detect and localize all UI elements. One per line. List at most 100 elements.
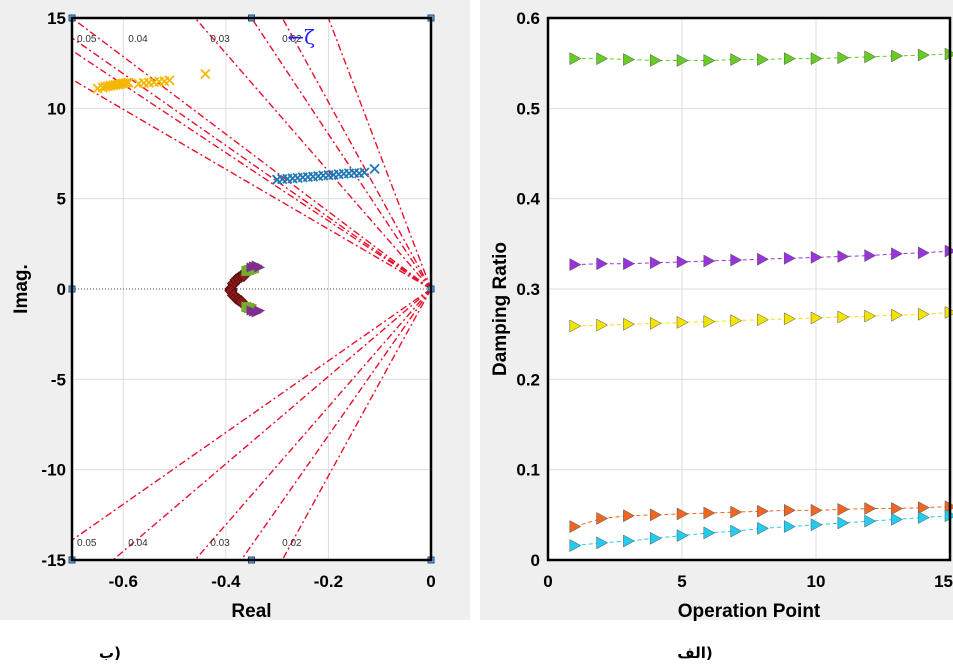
data-point <box>917 501 930 515</box>
y-tick-label: -10 <box>41 461 66 480</box>
data-point <box>676 54 689 67</box>
y-tick-label: 0.3 <box>516 280 540 299</box>
data-point <box>810 52 823 66</box>
x-axis-label: Real <box>231 601 271 622</box>
plot-frame <box>546 16 952 562</box>
zeta-annotation: ←ζ <box>287 25 315 49</box>
data-point <box>623 317 635 331</box>
y-tick-label: 0.4 <box>516 190 540 209</box>
data-point <box>891 502 903 515</box>
data-point <box>730 524 743 538</box>
data-point <box>837 516 850 530</box>
x-tick-label: 0 <box>426 572 435 591</box>
data-point <box>837 310 850 324</box>
damping-ray <box>281 17 432 290</box>
y-tick-label: 5 <box>57 190 66 209</box>
y-tick-label: 10 <box>47 99 66 118</box>
data-point <box>757 313 769 327</box>
x-tick-label: 10 <box>807 572 826 591</box>
data-point <box>569 319 582 333</box>
pole-point <box>254 305 266 316</box>
data-point <box>569 52 582 66</box>
data-point <box>676 507 689 521</box>
data-point <box>757 53 769 66</box>
data-point <box>649 508 662 522</box>
data-point <box>783 52 796 66</box>
pole-point <box>120 77 131 89</box>
y-tick-label: -5 <box>51 370 66 389</box>
data-point <box>757 521 769 535</box>
data-point <box>596 536 609 550</box>
damping-ray <box>250 17 432 290</box>
damping-ray <box>327 17 432 290</box>
data-point <box>649 531 662 545</box>
y-tick-label: 0.1 <box>516 461 540 480</box>
pole-point <box>369 163 380 174</box>
plot-frame <box>70 16 433 562</box>
data-point <box>864 50 877 64</box>
data-point <box>596 512 609 525</box>
data-point <box>623 509 635 523</box>
data-point <box>810 518 823 532</box>
damping-ray <box>71 288 432 541</box>
pole-point <box>200 68 211 80</box>
data-point <box>676 529 689 543</box>
damping-label-top: 0.05 <box>77 34 97 45</box>
data-point <box>676 255 689 269</box>
x-tick-label: -0.6 <box>109 572 138 591</box>
data-point <box>837 502 850 516</box>
y-tick-label: -15 <box>41 551 66 570</box>
data-point <box>864 309 877 323</box>
y-tick-label: 0.6 <box>516 9 540 28</box>
data-point <box>623 257 635 271</box>
damping-label-bottom: 0.02 <box>282 538 302 549</box>
data-point <box>730 314 743 328</box>
data-point <box>649 256 662 270</box>
data-point <box>891 512 903 526</box>
data-point <box>837 250 850 263</box>
x-tick-label: 0 <box>543 572 552 591</box>
x-tick-label: 5 <box>677 572 686 591</box>
damping-ray <box>240 288 432 561</box>
damping-label-bottom: 0.04 <box>128 538 148 549</box>
y-axis-label: Imag. <box>11 264 32 314</box>
damping-label-top: 0.04 <box>128 34 148 45</box>
pole-point <box>254 262 266 273</box>
y-tick-label: 0 <box>531 551 540 570</box>
data-point <box>891 247 903 261</box>
x-tick-label: -0.2 <box>314 572 343 591</box>
data-point <box>864 249 877 262</box>
damping-ray <box>112 288 432 561</box>
pole-point <box>164 75 175 86</box>
x-tick-label: -0.4 <box>211 572 241 591</box>
data-point <box>917 511 930 524</box>
data-point <box>569 520 582 533</box>
data-point <box>596 52 609 66</box>
data-point <box>783 503 796 517</box>
data-point <box>730 53 743 66</box>
data-point <box>596 318 609 332</box>
y-tick-label: 15 <box>47 9 66 28</box>
pole-point <box>123 77 134 88</box>
data-point <box>757 252 769 266</box>
damping-label-bottom: 0.03 <box>210 538 230 549</box>
data-point <box>757 504 769 518</box>
y-axis-label: Damping Ratio <box>490 242 511 376</box>
damping-label-bottom: 0.05 <box>77 538 97 549</box>
data-point <box>917 307 930 321</box>
pole-point <box>359 167 370 178</box>
data-point <box>810 250 823 264</box>
data-point <box>810 311 823 325</box>
data-point <box>864 502 877 515</box>
data-point <box>864 514 877 528</box>
data-point <box>837 51 850 65</box>
y-tick-label: 0.2 <box>516 370 540 389</box>
plot-area <box>72 18 431 560</box>
x-tick-label: 15 <box>934 572 953 591</box>
data-point <box>730 253 743 267</box>
data-point <box>649 316 662 330</box>
data-point <box>596 257 609 271</box>
data-point <box>703 526 716 540</box>
data-point <box>703 315 716 328</box>
